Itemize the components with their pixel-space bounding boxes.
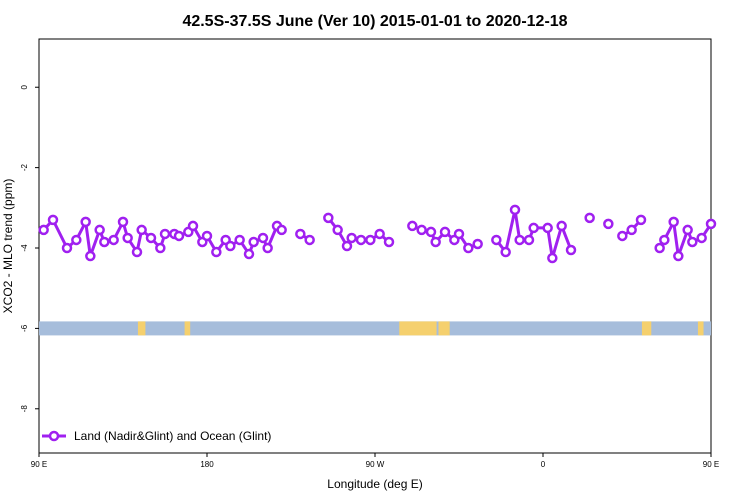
y-tick-label: -8 [20, 405, 29, 413]
data-point [705, 218, 717, 230]
data-point [416, 224, 427, 236]
data-point [94, 224, 105, 236]
data-point [159, 228, 171, 240]
data-point [122, 232, 133, 244]
data-point [304, 234, 315, 246]
data-point [155, 242, 166, 254]
data-point [276, 224, 287, 236]
data-point [80, 216, 91, 228]
series-line [495, 208, 573, 260]
y-axis-label: XCO2 - MLO trend (ppm) [1, 179, 15, 314]
data-point [528, 222, 539, 234]
data-point [332, 224, 343, 236]
data-point [108, 234, 119, 246]
data-point [201, 230, 213, 242]
data-point [659, 234, 670, 246]
data-point [514, 234, 525, 246]
data-point [542, 222, 553, 234]
y-tick-label: -4 [20, 244, 29, 252]
ocean-band [39, 321, 711, 336]
data-point [243, 248, 255, 260]
land-band-segment [438, 321, 450, 336]
legend-label: Land (Nadir&Glint) and Ocean (Glint) [74, 429, 271, 443]
x-axis-label: Longitude (deg E) [327, 477, 422, 491]
x-tick-label: 0 [541, 460, 546, 469]
data-point [626, 224, 637, 236]
x-tick-label: 90 W [366, 460, 385, 469]
data-point [131, 246, 143, 258]
data-point [225, 240, 236, 252]
data-point [262, 242, 273, 254]
data-point [61, 242, 73, 254]
data-point [425, 226, 437, 238]
data-point [463, 242, 474, 254]
data-point [211, 246, 222, 258]
data-point [71, 234, 82, 246]
data-point [696, 232, 707, 244]
data-point [136, 224, 147, 236]
data-point [439, 226, 451, 238]
data-point [584, 212, 595, 224]
data-point [673, 250, 684, 262]
data-point [654, 242, 665, 254]
legend: Land (Nadir&Glint) and Ocean (Glint) [42, 429, 271, 443]
land-band-segment [184, 321, 191, 336]
data-point [603, 218, 614, 230]
series-layer [38, 204, 717, 264]
land-band-segment [697, 321, 704, 336]
surface-type-band [39, 321, 711, 336]
data-point [257, 232, 269, 244]
data-point [523, 234, 535, 246]
data-point [234, 234, 245, 246]
data-point [346, 232, 357, 244]
data-point [145, 232, 157, 244]
data-point [472, 238, 483, 250]
data-point [565, 244, 577, 256]
y-axis: 0 -2 -4 -6 -8 [20, 84, 39, 412]
data-point [617, 230, 628, 242]
data-point [47, 214, 59, 226]
data-point [509, 204, 521, 216]
data-point [668, 216, 679, 228]
data-point [365, 234, 376, 246]
data-point [687, 236, 698, 248]
data-point [374, 228, 385, 240]
data-point [383, 236, 395, 248]
y-tick-label: -6 [20, 324, 29, 332]
x-tick-label: 180 [200, 460, 214, 469]
data-point [295, 228, 306, 240]
data-point [117, 216, 129, 228]
data-point [682, 224, 693, 236]
data-point [430, 236, 441, 248]
x-axis: 90 E 180 90 W 0 90 E [31, 453, 719, 469]
data-point [38, 224, 49, 236]
legend-marker-swatch [48, 430, 60, 442]
data-point [323, 212, 334, 224]
x-tick-label: 90 E [703, 460, 719, 469]
data-point [500, 246, 511, 258]
chart-title: 42.5S-37.5S June (Ver 10) 2015-01-01 to … [182, 13, 567, 30]
land-band-segment [641, 321, 652, 336]
land-band-segment [399, 321, 437, 336]
land-band-segment [137, 321, 146, 336]
data-point [187, 220, 199, 232]
data-point [635, 214, 647, 226]
data-point [407, 220, 418, 232]
data-point [491, 234, 502, 246]
data-point [341, 240, 353, 252]
data-point [99, 236, 110, 248]
data-point [355, 234, 367, 246]
data-point [547, 252, 558, 264]
y-tick-label: 0 [20, 84, 29, 89]
x-tick-label: 90 E [31, 460, 47, 469]
data-point [556, 220, 567, 232]
y-tick-label: -2 [20, 164, 29, 172]
data-point [453, 228, 465, 240]
data-point [248, 236, 259, 248]
data-point [173, 230, 185, 242]
data-point [85, 250, 96, 262]
